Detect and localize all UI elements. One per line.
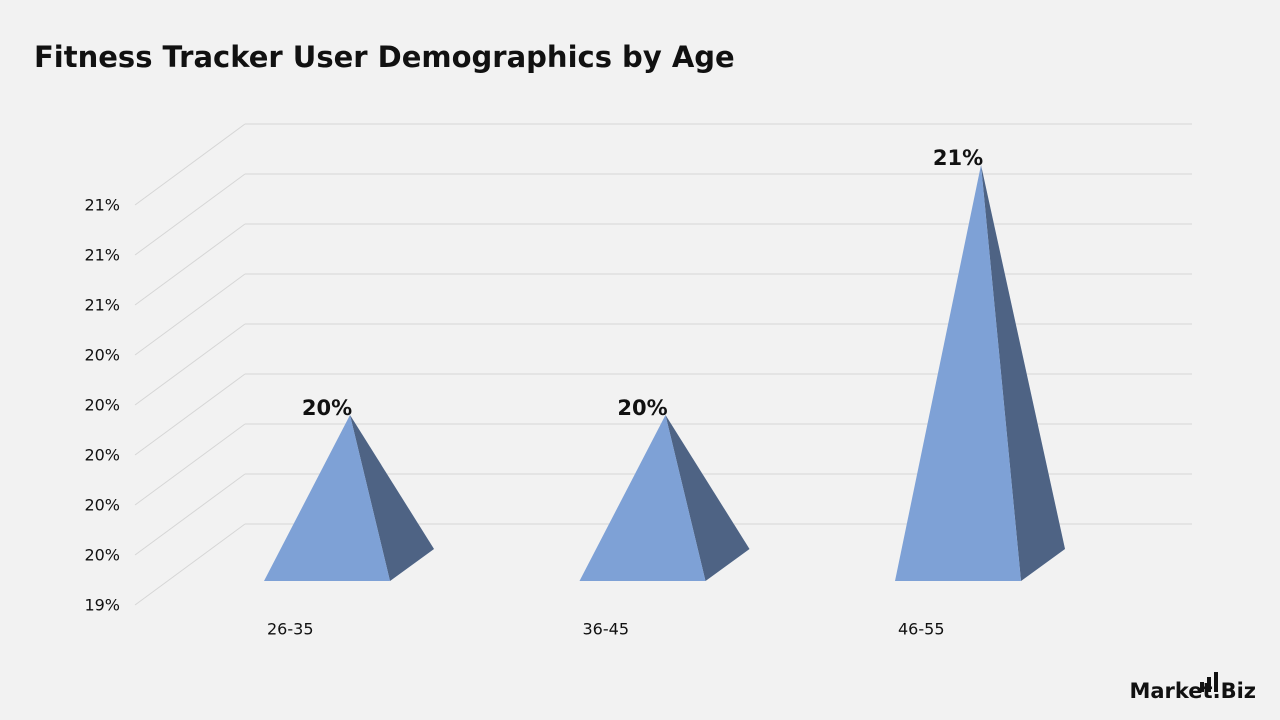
grid-line-side [134,273,246,356]
y-tick-label: 20% [84,396,120,415]
value-label: 21% [933,146,983,170]
brand: Market.Biz [1129,679,1256,703]
logo-bar [1200,682,1204,692]
pyramid-front [895,165,1021,581]
pyramid-front [264,415,390,581]
grid-line-side [134,173,246,256]
logo-bar [1214,672,1218,692]
grid-line-side [134,523,246,606]
pyramid-side [981,165,1065,581]
grid-line-side [134,473,246,556]
x-tick-label: 46-55 [898,620,945,639]
grid-line-side [134,323,246,406]
y-tick-label: 20% [84,546,120,565]
pyramid-side-shade [981,165,1065,581]
value-label: 20% [617,396,667,420]
y-tick-label: 21% [84,196,120,215]
pyramid-side-shade [350,415,434,581]
brand-logo: Market.Biz [1129,672,1256,703]
chart-title: Fitness Tracker User Demographics by Age [34,40,735,74]
grid-line-side [134,373,246,456]
y-tick-label: 20% [84,496,120,515]
y-tick-label: 21% [84,246,120,265]
y-tick-label: 21% [84,296,120,315]
pyramid-front [579,415,706,581]
pyramid-side [665,415,750,581]
pyramid-side [350,415,434,581]
pyramid-side-shade [665,415,750,581]
y-tick-label: 20% [84,346,120,365]
logo-bar [1207,677,1211,692]
x-tick-label: 36-45 [583,620,630,639]
x-tick-label: 26-35 [267,620,314,639]
y-tick-label: 19% [84,596,120,615]
grid-line-side [134,123,246,206]
grid-line-side [134,423,246,506]
y-tick-label: 20% [84,446,120,465]
grid-line-side [134,223,246,306]
value-label: 20% [302,396,352,420]
